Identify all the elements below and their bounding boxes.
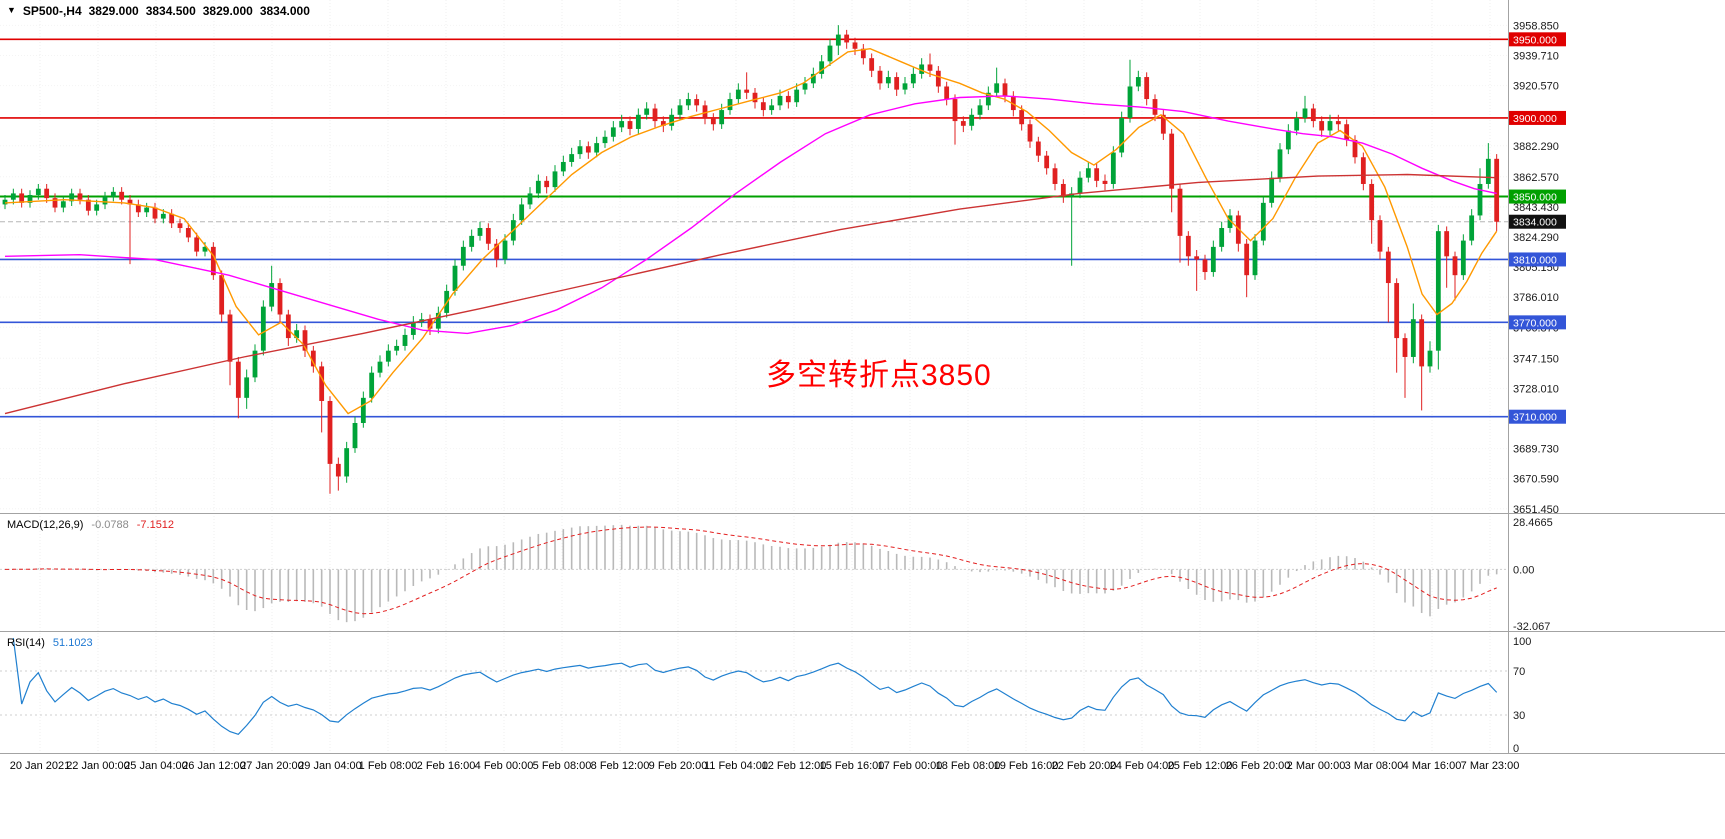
svg-text:3689.730: 3689.730 xyxy=(1513,444,1559,456)
svg-text:3920.570: 3920.570 xyxy=(1513,81,1559,93)
macd-indicator-label: MACD(12,26,9) -0.0788 -7.1512 xyxy=(7,519,174,531)
svg-text:3950.000: 3950.000 xyxy=(1513,34,1557,46)
svg-text:12 Feb 12:00: 12 Feb 12:00 xyxy=(762,760,827,772)
svg-text:70: 70 xyxy=(1513,666,1525,678)
macd-panel xyxy=(0,524,1508,623)
svg-text:3747.150: 3747.150 xyxy=(1513,353,1559,365)
slow-ma-line xyxy=(4,173,1497,415)
svg-text:15 Feb 16:00: 15 Feb 16:00 xyxy=(820,760,885,772)
svg-text:8 Feb 12:00: 8 Feb 12:00 xyxy=(591,760,650,772)
macd-name: MACD(12,26,9) xyxy=(7,519,84,531)
svg-text:3882.290: 3882.290 xyxy=(1513,141,1559,153)
svg-text:3958.850: 3958.850 xyxy=(1513,20,1559,32)
svg-text:3710.000: 3710.000 xyxy=(1513,412,1557,424)
svg-text:3843.430: 3843.430 xyxy=(1513,202,1559,214)
macd-axis[interactable]: 28.4665 0.00 -32.067 xyxy=(1513,517,1553,633)
svg-text:29 Jan 04:00: 29 Jan 04:00 xyxy=(298,760,362,772)
svg-text:-32.067: -32.067 xyxy=(1513,621,1550,633)
svg-text:26 Feb 20:00: 26 Feb 20:00 xyxy=(1226,760,1291,772)
svg-text:3862.570: 3862.570 xyxy=(1513,172,1559,184)
svg-text:4 Mar 16:00: 4 Mar 16:00 xyxy=(1403,760,1462,772)
svg-text:25 Feb 12:00: 25 Feb 12:00 xyxy=(1168,760,1233,772)
rsi-name: RSI(14) xyxy=(7,637,45,649)
medium-ma-line xyxy=(4,95,1497,335)
svg-text:22 Feb 20:00: 22 Feb 20:00 xyxy=(1052,760,1117,772)
svg-text:3651.450: 3651.450 xyxy=(1513,504,1559,516)
svg-text:3670.590: 3670.590 xyxy=(1513,474,1559,486)
svg-text:22 Jan 00:00: 22 Jan 00:00 xyxy=(66,760,130,772)
symbol-name: SP500-,H4 xyxy=(22,4,82,18)
svg-text:2 Feb 16:00: 2 Feb 16:00 xyxy=(417,760,476,772)
svg-text:3770.000: 3770.000 xyxy=(1513,317,1557,329)
rsi-panel xyxy=(0,637,1508,735)
panel-separators xyxy=(0,0,1725,754)
svg-text:0: 0 xyxy=(1513,743,1519,755)
svg-text:3850.000: 3850.000 xyxy=(1513,192,1557,204)
bar-close-value: 3834.000 xyxy=(259,4,310,18)
svg-text:30: 30 xyxy=(1513,710,1525,722)
svg-text:5 Feb 08:00: 5 Feb 08:00 xyxy=(533,760,592,772)
macd-main-value: -0.0788 xyxy=(91,519,129,531)
svg-text:20 Jan 2021: 20 Jan 2021 xyxy=(10,760,71,772)
svg-text:3939.710: 3939.710 xyxy=(1513,50,1559,62)
svg-text:100: 100 xyxy=(1513,636,1531,648)
svg-text:17 Feb 00:00: 17 Feb 00:00 xyxy=(878,760,943,772)
rsi-axis[interactable]: 100 70 30 0 xyxy=(1513,636,1531,755)
rsi-value: 51.1023 xyxy=(52,637,93,649)
svg-text:3810.000: 3810.000 xyxy=(1513,254,1557,266)
svg-text:3900.000: 3900.000 xyxy=(1513,113,1557,125)
fast-ma-line xyxy=(4,47,1498,415)
svg-text:3824.290: 3824.290 xyxy=(1513,232,1559,244)
svg-text:24 Feb 04:00: 24 Feb 04:00 xyxy=(1110,760,1175,772)
symbol-marker-icon[interactable]: ▼ xyxy=(7,5,16,15)
candles-layer xyxy=(2,25,1500,494)
symbol-info-bar: ▼ SP500-,H4 3829.000 3834.500 3829.000 3… xyxy=(7,4,310,18)
price-annotation-text: 多空转折点3850 xyxy=(766,359,992,392)
svg-text:3 Mar 08:00: 3 Mar 08:00 xyxy=(1345,760,1404,772)
svg-text:3728.010: 3728.010 xyxy=(1513,383,1559,395)
svg-text:19 Feb 16:00: 19 Feb 16:00 xyxy=(994,760,1059,772)
svg-text:9 Feb 20:00: 9 Feb 20:00 xyxy=(649,760,708,772)
svg-text:28.4665: 28.4665 xyxy=(1513,517,1553,529)
svg-text:4 Feb 00:00: 4 Feb 00:00 xyxy=(475,760,534,772)
svg-text:2 Mar 00:00: 2 Mar 00:00 xyxy=(1287,760,1346,772)
svg-text:3834.000: 3834.000 xyxy=(1513,217,1557,229)
svg-text:1 Feb 08:00: 1 Feb 08:00 xyxy=(359,760,418,772)
svg-text:0.00: 0.00 xyxy=(1513,564,1534,576)
svg-text:27 Jan 20:00: 27 Jan 20:00 xyxy=(240,760,304,772)
svg-text:18 Feb 08:00: 18 Feb 08:00 xyxy=(936,760,1001,772)
macd-signal-value: -7.1512 xyxy=(136,519,175,531)
bar-low-value: 3829.000 xyxy=(202,4,253,18)
grid-layer xyxy=(0,0,1508,753)
bar-open-value: 3829.000 xyxy=(88,4,139,18)
rsi-indicator-label: RSI(14) 51.1023 xyxy=(7,637,93,649)
svg-text:3786.010: 3786.010 xyxy=(1513,292,1559,304)
svg-text:25 Jan 04:00: 25 Jan 04:00 xyxy=(124,760,188,772)
svg-text:26 Jan 12:00: 26 Jan 12:00 xyxy=(182,760,246,772)
bar-high-value: 3834.500 xyxy=(145,4,196,18)
price-axis[interactable]: 3958.850 3939.710 3920.570 3882.290 3862.570… xyxy=(1509,20,1566,516)
svg-text:11 Feb 04:00: 11 Feb 04:00 xyxy=(704,760,768,772)
svg-text:7 Mar 23:00: 7 Mar 23:00 xyxy=(1461,760,1520,772)
